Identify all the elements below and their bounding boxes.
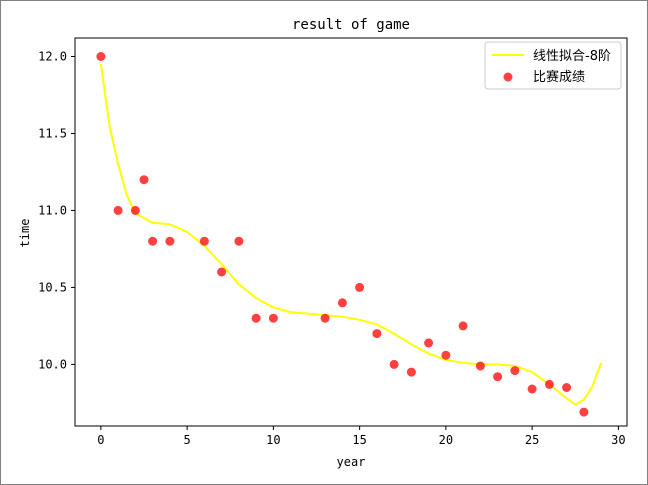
scatter-point: [234, 236, 244, 246]
scatter-point: [251, 313, 261, 323]
scatter-point: [130, 205, 140, 215]
scatter-point: [406, 367, 416, 377]
y-tick-label: 11.5: [38, 126, 67, 140]
scatter-point: [562, 383, 572, 392]
legend: 线性拟合-8阶 比赛成绩: [484, 41, 622, 90]
scatter-point: [355, 282, 365, 292]
x-tick-label: 25: [525, 433, 539, 447]
x-tick-label: 10: [266, 433, 280, 447]
chart-title: result of game: [292, 17, 410, 33]
series-scatter-points: [96, 52, 589, 417]
x-tick-label: 30: [611, 433, 625, 447]
scatter-point: [96, 52, 106, 61]
plot-frame: [74, 37, 628, 427]
scatter-point: [113, 205, 123, 215]
scatter-point: [389, 359, 399, 369]
x-tick-label: 15: [352, 433, 366, 447]
y-axis-label: time: [18, 219, 32, 248]
legend-box: [484, 41, 622, 90]
scatter-point: [510, 366, 520, 376]
series-fit-line: [99, 64, 603, 406]
scatter-point: [199, 236, 209, 246]
x-axis-ticks: 0 5 10 15 20 25 30: [97, 426, 626, 447]
x-tick-label: 0: [97, 433, 104, 447]
y-axis-ticks: 10.0 10.5 11.0 11.5 12.0: [38, 49, 75, 371]
x-axis-label: year: [337, 455, 366, 469]
scatter-point: [372, 329, 382, 339]
scatter-point: [544, 379, 554, 389]
y-tick-label: 11.0: [38, 203, 67, 217]
scatter-point: [148, 236, 158, 246]
x-tick-label: 20: [439, 433, 453, 447]
legend-label-fit: 线性拟合-8阶: [533, 49, 611, 64]
x-tick-label: 5: [184, 433, 191, 447]
scatter-point: [424, 338, 434, 348]
scatter-point: [320, 313, 330, 323]
scatter-point: [475, 361, 485, 371]
scatter-point: [579, 407, 589, 417]
scatter-point: [165, 236, 175, 246]
scatter-point: [337, 298, 347, 308]
legend-label-scatter: 比赛成绩: [533, 69, 585, 85]
scatter-point: [441, 350, 451, 360]
y-tick-label: 10.0: [38, 357, 67, 371]
scatter-point: [527, 384, 537, 394]
scatter-point: [268, 313, 278, 323]
y-tick-label: 10.5: [38, 280, 67, 294]
legend-dot-swatch: [503, 72, 513, 82]
scatter-point: [139, 175, 149, 185]
y-tick-label: 12.0: [38, 49, 67, 63]
scatter-point: [493, 372, 503, 382]
scatter-point: [458, 321, 468, 331]
scatter-point: [217, 267, 227, 277]
